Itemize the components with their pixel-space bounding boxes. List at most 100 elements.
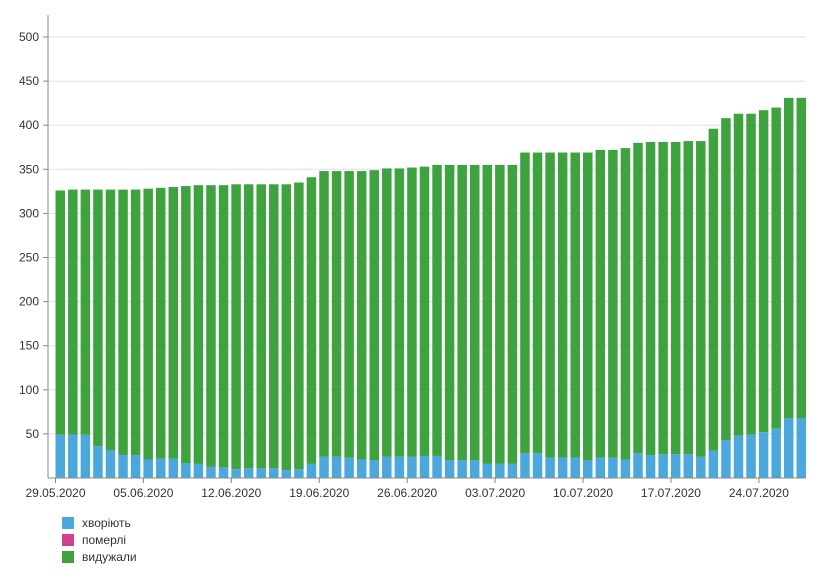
legend-item[interactable]: хворіють xyxy=(62,514,137,531)
bar-segment xyxy=(256,468,266,478)
bar-segment xyxy=(557,457,568,478)
bar-segment xyxy=(670,141,681,455)
bar-segment xyxy=(507,463,518,478)
bar-segment xyxy=(620,148,631,460)
bar-segment xyxy=(658,141,668,455)
bar-segment xyxy=(168,186,179,459)
bar-segment xyxy=(595,149,606,458)
bar-segment xyxy=(733,113,744,436)
bar-segment xyxy=(243,468,254,478)
bar-segment xyxy=(771,107,781,429)
x-tick-label: 24.07.2020 xyxy=(729,486,789,500)
bar-segment xyxy=(457,460,467,478)
bar-segment xyxy=(331,456,342,478)
bar-segment xyxy=(231,184,241,470)
bar-segment xyxy=(269,184,279,469)
bar-segment xyxy=(294,469,304,478)
x-tick-label: 10.07.2020 xyxy=(553,486,613,500)
legend-swatch xyxy=(62,550,74,563)
bar-segment xyxy=(532,453,543,478)
bar-segment xyxy=(696,141,706,457)
bar-segment xyxy=(557,152,568,458)
bar-segment xyxy=(432,455,442,478)
bar-segment xyxy=(394,168,405,457)
bar-segment xyxy=(243,184,254,469)
legend: хворіють померлі видужали xyxy=(62,514,137,565)
x-tick-label: 12.06.2020 xyxy=(201,486,261,500)
bar-segment xyxy=(382,456,392,478)
bar-segment xyxy=(256,184,266,469)
bar-segment xyxy=(708,450,719,478)
bar-segment xyxy=(369,460,379,478)
bar-segment xyxy=(356,459,367,478)
bar-segment xyxy=(319,456,329,478)
bar-segment xyxy=(645,455,656,478)
bar-segment xyxy=(746,434,756,478)
stacked-bar-chart: 50 100 150 200 250 300 350 400 450 500 29.05.2020 0… xyxy=(19,15,807,500)
bar-segment xyxy=(168,458,179,478)
bar-segment xyxy=(758,110,769,433)
bar-segment xyxy=(181,186,191,464)
bar-segment xyxy=(771,428,781,478)
bar-segment xyxy=(105,189,116,451)
bar-segment xyxy=(344,171,354,458)
legend-item[interactable]: померлі xyxy=(62,531,137,548)
bar-segment xyxy=(444,164,455,461)
y-tick-label: 500 xyxy=(19,30,39,44)
bar-segment xyxy=(670,454,681,478)
bar-segment xyxy=(394,456,405,478)
bar-segment xyxy=(444,460,455,478)
bar-segment xyxy=(193,185,204,464)
bar-segment xyxy=(583,460,593,478)
bar-segment xyxy=(218,185,229,468)
bar-segment xyxy=(708,128,719,451)
bar-segment xyxy=(55,190,65,435)
legend-swatch xyxy=(62,516,74,529)
bar-segment xyxy=(545,152,555,458)
bar-segment xyxy=(482,164,493,464)
bar-segment xyxy=(419,166,430,456)
bar-segment xyxy=(105,450,116,478)
bar-segment xyxy=(118,455,128,478)
bar-segment xyxy=(193,463,204,478)
bar-segment xyxy=(155,458,166,478)
bar-segment xyxy=(545,457,555,478)
bar-segment xyxy=(80,434,91,478)
bar-segment xyxy=(155,187,166,459)
bar-segment xyxy=(419,455,430,478)
legend-label: видужали xyxy=(82,549,137,564)
x-tick-label: 19.06.2020 xyxy=(289,486,349,500)
bar-segment xyxy=(658,454,668,478)
bar-segment xyxy=(570,152,580,458)
bar-segment xyxy=(683,454,693,478)
chart: 50 100 150 200 250 300 350 400 450 500 29.05.2020 0… xyxy=(19,15,807,500)
bar-segment xyxy=(281,470,292,478)
bar-segment xyxy=(583,152,593,461)
bar-segment xyxy=(532,152,543,454)
bar-segment xyxy=(55,434,65,478)
bar-segment xyxy=(93,189,103,447)
bar-segment xyxy=(331,171,342,457)
bar-segment xyxy=(269,468,279,478)
bar-segment xyxy=(633,142,643,454)
y-tick-label: 300 xyxy=(19,206,39,220)
bar-segment xyxy=(796,97,807,419)
legend-item[interactable]: видужали xyxy=(62,548,137,565)
bar-segment xyxy=(457,164,467,461)
bar-segment xyxy=(306,463,317,478)
bar-segment xyxy=(633,453,643,478)
bar-segment xyxy=(520,152,530,454)
bar-segment xyxy=(130,455,141,478)
bar-segment xyxy=(319,171,329,457)
bar-segment xyxy=(608,149,618,458)
bar-segment xyxy=(495,164,505,464)
y-tick-label: 450 xyxy=(19,74,39,88)
bar-segment xyxy=(93,446,103,478)
bar-segment xyxy=(118,189,128,456)
legend-swatch xyxy=(62,533,74,546)
bar-segment xyxy=(206,466,216,478)
bar-segment xyxy=(68,189,78,435)
bar-segment xyxy=(294,182,304,470)
y-tick-label: 50 xyxy=(26,427,40,441)
bar-segment xyxy=(520,453,530,478)
